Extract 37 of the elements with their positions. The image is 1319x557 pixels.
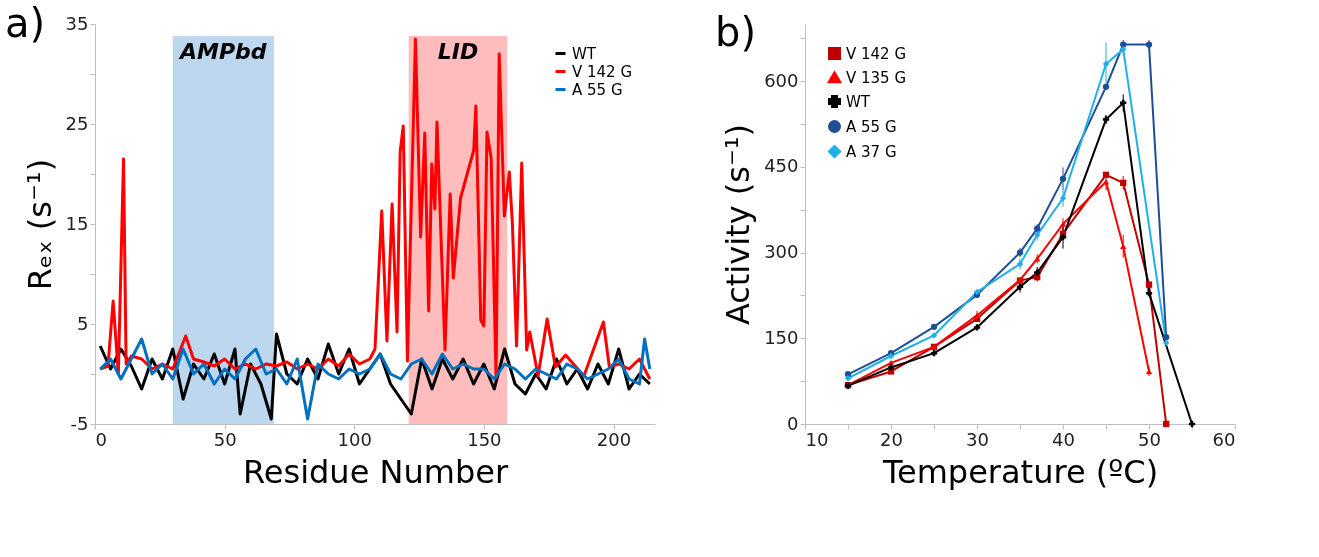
band-label: LID	[437, 39, 479, 64]
x-tick-label: 20	[880, 428, 903, 450]
x-tick-label: 50	[213, 428, 237, 450]
x-tick-label: 150	[467, 428, 502, 450]
chart-title: b)	[715, 9, 756, 55]
y-tick-label: -5	[70, 412, 89, 434]
legend-label: V 135 G	[846, 68, 907, 87]
legend-label: WT	[572, 44, 597, 63]
legend-label: A 55 G	[572, 80, 623, 99]
legend-label: WT	[846, 92, 871, 111]
x-tick-label: 40	[1052, 428, 1075, 450]
x-tick-label: 30	[966, 428, 989, 450]
chart-title: a)	[5, 0, 46, 46]
x-tick-label: 100	[337, 428, 372, 450]
legend-label: A 37 G	[846, 142, 897, 161]
x-tick-label: 10	[805, 428, 829, 450]
legend-label: V 142 G	[572, 62, 633, 81]
x-tick-label: 0	[95, 428, 107, 450]
y-tick-label: 35	[65, 12, 89, 34]
band-label: AMPbd	[178, 39, 267, 64]
legend-label: V 142 G	[846, 44, 907, 63]
y-tick-label: 15	[65, 212, 89, 234]
y-tick-label: 300	[764, 241, 799, 263]
y-tick-label: 25	[65, 112, 89, 134]
x-axis-title: Residue Number	[242, 452, 509, 491]
y-tick-label: 150	[764, 326, 799, 348]
x-axis-title: Temperature (ºC)	[881, 452, 1159, 491]
y-tick-label: 600	[764, 69, 799, 91]
legend-label: A 55 G	[846, 117, 897, 136]
y-tick-label: 0	[787, 412, 799, 434]
x-tick-label: 50	[1138, 428, 1161, 450]
y-axis-title: Activity (s⁻¹)	[719, 123, 758, 326]
y-axis-title: Rₑₓ (s⁻¹)	[20, 158, 59, 291]
x-tick-label: 60	[1212, 428, 1236, 450]
x-tick-label: 200	[596, 428, 632, 450]
y-tick-label: 450	[764, 155, 799, 177]
y-tick-label: 5	[77, 312, 89, 334]
